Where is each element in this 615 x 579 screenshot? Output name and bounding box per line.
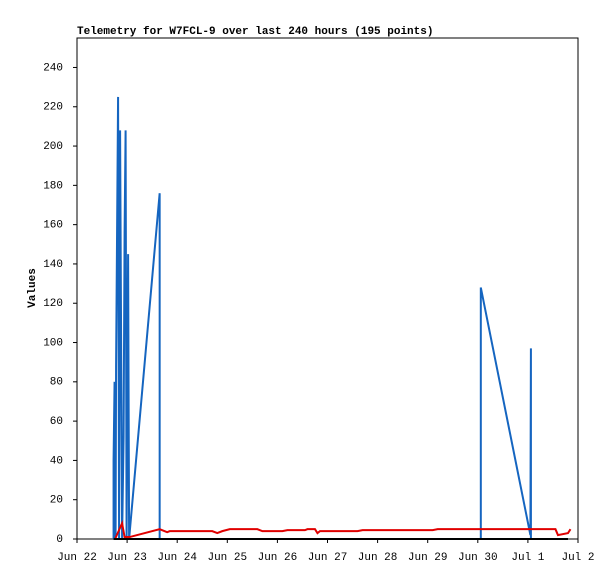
series-line [114,519,572,540]
y-tick-label: 180 [43,180,63,192]
y-tick-label: 0 [56,534,63,546]
x-tick-label: Jun 25 [207,552,247,564]
y-tick-label: 60 [50,416,63,428]
x-tick-label: Jun 27 [308,552,348,564]
y-tick-label: 40 [50,455,63,467]
y-tick-label: 220 [43,102,63,114]
x-tick-label: Jun 26 [258,552,298,564]
y-tick-label: 160 [43,220,63,232]
y-tick-label: 20 [50,495,63,507]
x-tick-label: Jun 22 [57,552,97,564]
x-tick-label: Jun 28 [358,552,398,564]
x-tick-label: Jun 29 [408,552,448,564]
chart-title: Telemetry for W7FCL-9 over last 240 hour… [77,26,433,38]
x-tick-label: Jul 2 [561,552,594,564]
x-tick-label: Jun 23 [107,552,147,564]
series-line [112,96,532,540]
y-tick-label: 140 [43,259,63,271]
y-tick-label: 100 [43,337,63,349]
y-tick-label: 120 [43,298,63,310]
x-tick-label: Jun 24 [157,552,197,564]
y-tick-label: 200 [43,141,63,153]
x-tick-label: Jul 1 [511,552,544,564]
y-axis-label: Values [27,268,39,308]
y-tick-label: 80 [50,377,63,389]
y-tick-label: 240 [43,62,63,74]
x-tick-label: Jun 30 [458,552,498,564]
